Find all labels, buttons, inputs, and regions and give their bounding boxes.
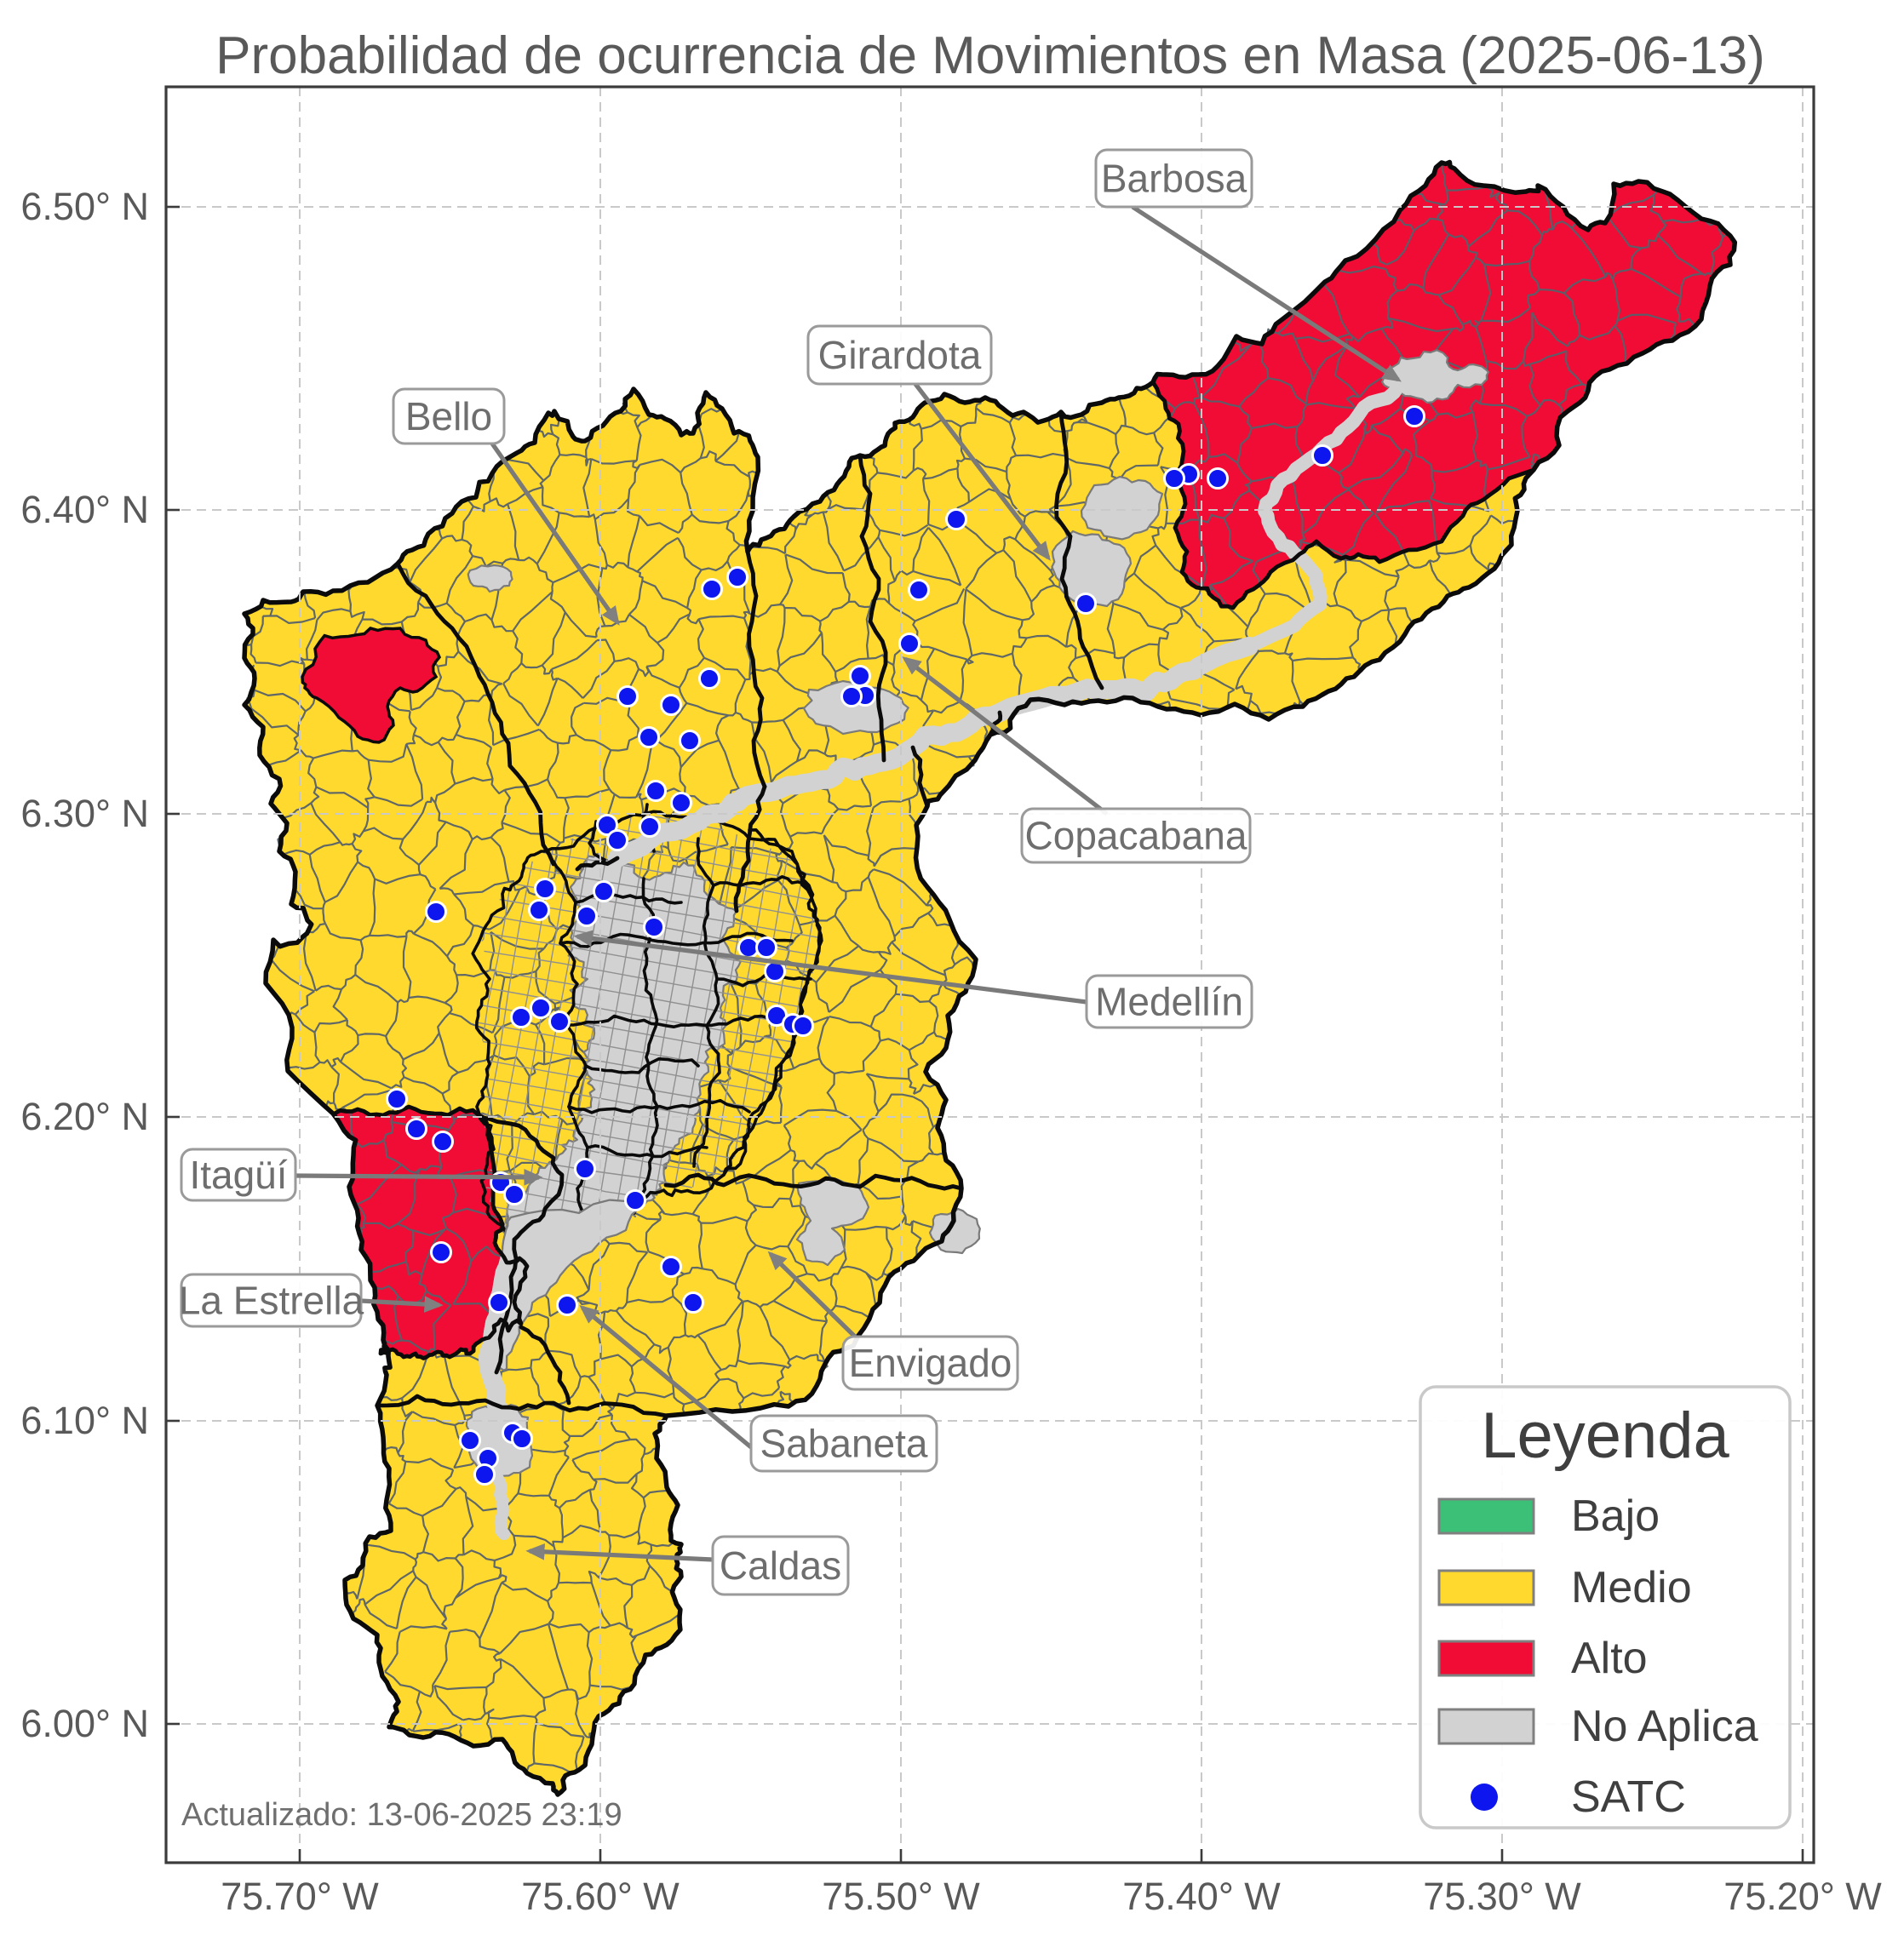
- svg-text:SATC: SATC: [1571, 1772, 1686, 1822]
- svg-text:Barbosa: Barbosa: [1101, 157, 1247, 201]
- svg-text:75.20° W: 75.20° W: [1723, 1875, 1882, 1918]
- svg-text:6.30° N: 6.30° N: [20, 792, 149, 835]
- svg-text:75.70° W: 75.70° W: [221, 1875, 379, 1918]
- svg-text:6.50° N: 6.50° N: [20, 185, 149, 228]
- svg-text:Caldas: Caldas: [720, 1543, 841, 1588]
- svg-text:Alto: Alto: [1571, 1634, 1648, 1683]
- svg-text:6.00° N: 6.00° N: [20, 1702, 149, 1745]
- svg-text:Envigado: Envigado: [849, 1341, 1012, 1385]
- svg-text:Itagüí: Itagüí: [189, 1153, 287, 1197]
- svg-text:6.40° N: 6.40° N: [20, 488, 149, 531]
- svg-text:75.40° W: 75.40° W: [1122, 1875, 1281, 1918]
- svg-text:Probabilidad de ocurrencia de: Probabilidad de ocurrencia de Movimiento…: [215, 26, 1765, 85]
- svg-text:75.60° W: 75.60° W: [521, 1875, 680, 1918]
- svg-text:75.50° W: 75.50° W: [822, 1875, 980, 1918]
- svg-text:Bello: Bello: [405, 394, 492, 438]
- svg-text:Leyenda: Leyenda: [1481, 1400, 1729, 1472]
- svg-text:La Estrella: La Estrella: [179, 1279, 364, 1323]
- svg-text:Copacabana: Copacabana: [1025, 814, 1247, 858]
- svg-text:Medellín: Medellín: [1095, 980, 1243, 1024]
- svg-text:Actualizado: 13-06-2025 23:19: Actualizado: 13-06-2025 23:19: [181, 1797, 622, 1833]
- svg-text:Bajo: Bajo: [1571, 1492, 1660, 1541]
- svg-text:75.30° W: 75.30° W: [1423, 1875, 1581, 1918]
- svg-text:6.20° N: 6.20° N: [20, 1095, 149, 1138]
- svg-text:Medio: Medio: [1571, 1563, 1692, 1612]
- svg-text:Sabaneta: Sabaneta: [760, 1422, 928, 1466]
- svg-text:Girardota: Girardota: [818, 333, 982, 377]
- svg-text:No Aplica: No Aplica: [1571, 1702, 1758, 1751]
- svg-text:6.10° N: 6.10° N: [20, 1399, 149, 1442]
